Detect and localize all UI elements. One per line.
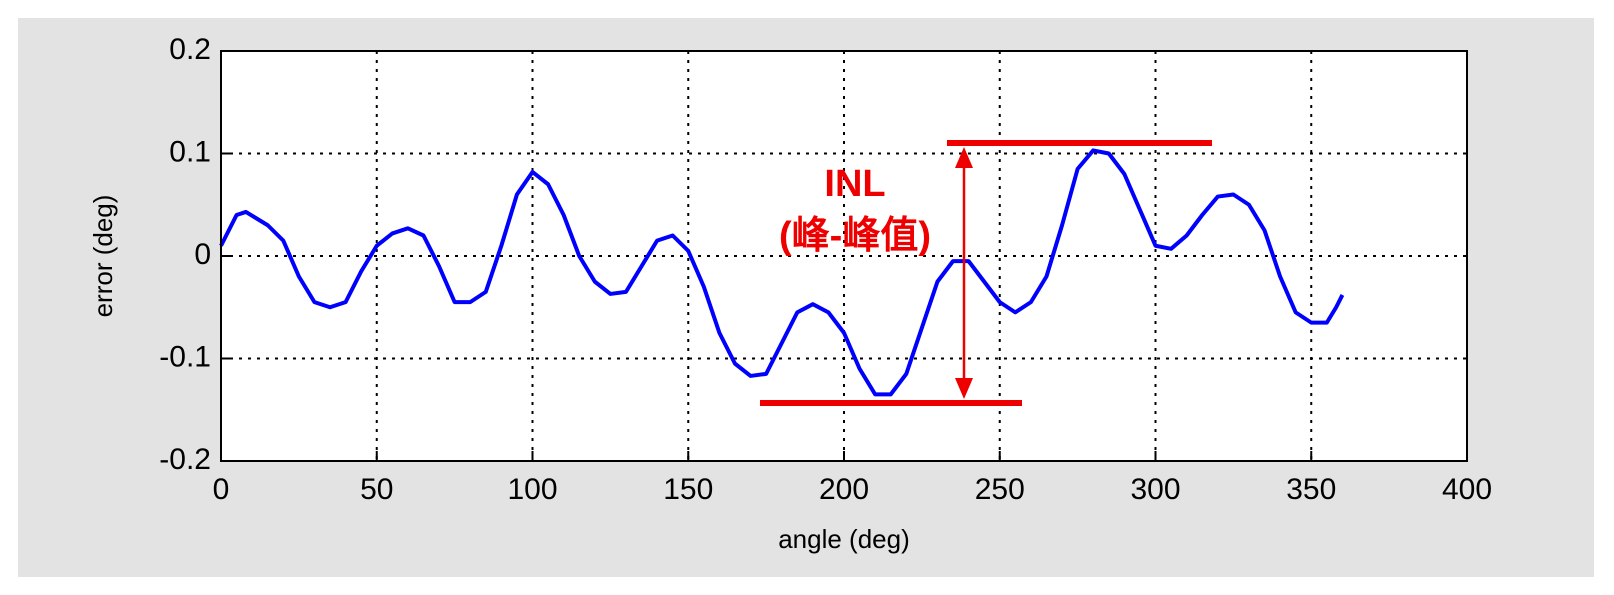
x-tick-label: 300 (1130, 473, 1180, 506)
x-tick-label: 0 (213, 473, 230, 506)
data-line (219, 148, 1345, 397)
x-tick-label: 250 (975, 473, 1025, 506)
arrow-head (955, 147, 973, 168)
x-tick-label: 150 (663, 473, 713, 506)
x-axis-label: angle (deg) (778, 524, 910, 554)
y-tick-label: -0.1 (159, 340, 211, 373)
y-tick-label: 0.2 (169, 33, 211, 66)
y-tick-label: 0 (194, 238, 211, 271)
x-tick-label: 100 (507, 473, 557, 506)
ticks: 0 50 100 150 200 250 300 350 400 -0.2 -0.1 0 0.1 0.2 (159, 33, 1492, 506)
y-tick-label: 0.1 (169, 135, 211, 168)
lines (219, 148, 1345, 397)
x-tick-label: 200 (819, 473, 869, 506)
x-tick-label: 400 (1442, 473, 1492, 506)
annotation-sub: (峰-峰值) (779, 215, 931, 257)
arrow-head (955, 378, 973, 399)
inl-annotation: INL (峰-峰值) (760, 140, 1212, 406)
x-tick-label: 350 (1286, 473, 1336, 506)
x-tick-label: 50 (360, 473, 393, 506)
y-axis-label: error (deg) (88, 195, 118, 318)
y-tick-label: -0.2 (159, 443, 211, 476)
annotation: INL (824, 163, 885, 205)
